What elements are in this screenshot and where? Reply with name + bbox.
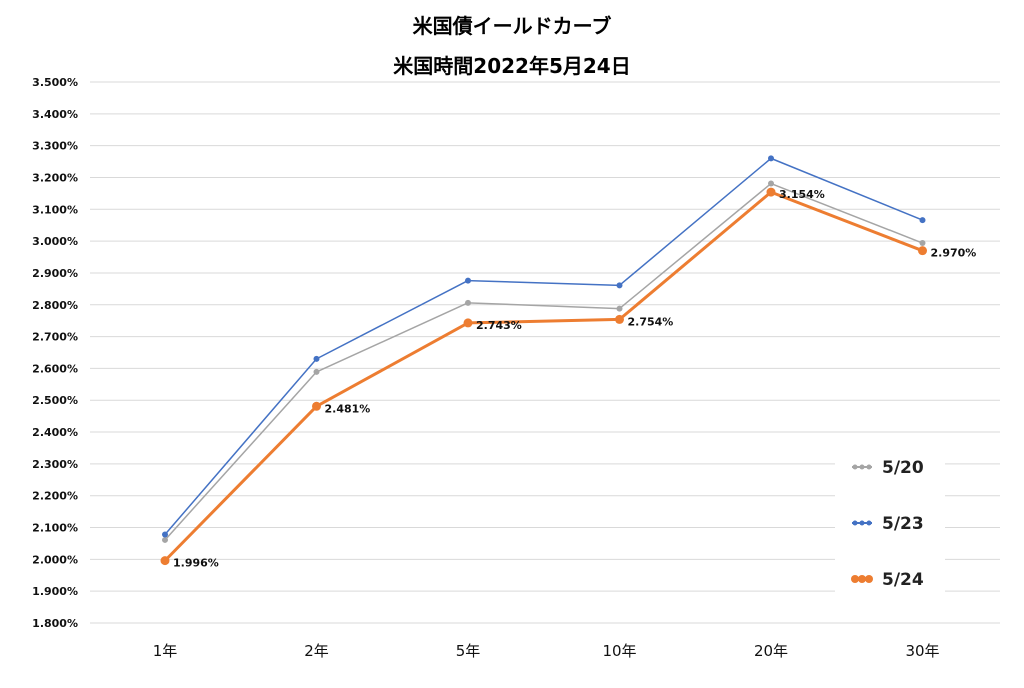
data-point [766, 187, 776, 197]
legend-marker [852, 520, 858, 526]
x-tick-label: 2年 [304, 642, 329, 660]
y-tick-label: 2.000% [32, 553, 78, 566]
data-point [465, 299, 471, 306]
data-point [919, 240, 926, 247]
legend-marker [866, 520, 872, 526]
x-axis: 1年 2年 5年 10年 20年 30年 [153, 642, 940, 660]
data-label: 2.970% [931, 247, 977, 260]
legend-label: 5/24 [882, 570, 924, 590]
y-tick-label: 2.800% [32, 299, 78, 312]
x-tick-label: 10年 [602, 642, 636, 660]
x-tick-label: 1年 [153, 642, 178, 660]
legend-marker [858, 575, 866, 583]
legend-label: 5/20 [882, 458, 924, 478]
legend-marker [851, 575, 859, 583]
series-lines [160, 155, 927, 566]
y-tick-label: 3.100% [32, 203, 78, 216]
y-tick-label: 3.500% [32, 76, 78, 89]
data-point [918, 246, 927, 256]
data-point [162, 536, 168, 543]
x-tick-label: 5年 [456, 642, 481, 660]
data-point [919, 217, 926, 224]
data-point [768, 155, 774, 162]
data-point [313, 355, 320, 362]
y-tick-label: 2.500% [32, 394, 78, 407]
data-point [768, 180, 774, 187]
data-label: 1.996% [173, 557, 219, 570]
data-point [160, 556, 170, 566]
y-tick-label: 1.800% [32, 617, 78, 630]
x-tick-label: 30年 [905, 642, 939, 660]
data-labels: 1.996% 2.481% 2.743% 2.754% 3.154% 2.970% [173, 188, 976, 570]
y-tick-label: 2.300% [32, 458, 78, 471]
series-line-2 [163, 190, 924, 562]
y-tick-label: 3.400% [32, 108, 78, 121]
y-tick-label: 3.000% [32, 235, 78, 248]
y-tick-label: 2.400% [32, 426, 78, 439]
data-label: 3.154% [779, 188, 825, 201]
y-tick-label: 2.200% [32, 490, 78, 503]
data-point [616, 305, 623, 312]
legend-label: 5/23 [882, 514, 924, 534]
data-label: 2.481% [325, 402, 371, 415]
y-tick-label: 2.100% [32, 522, 78, 535]
data-label: 2.754% [628, 315, 674, 328]
chart-title: 米国債イールドカーブ [412, 14, 612, 38]
data-point [312, 401, 321, 411]
series-line-1 [164, 157, 923, 536]
legend-marker [866, 464, 872, 470]
data-label: 2.743% [476, 319, 522, 332]
data-point [465, 277, 471, 284]
series-line-0 [164, 182, 923, 541]
data-point [615, 314, 624, 324]
data-point [463, 318, 473, 328]
chart-subtitle: 米国時間2022年5月24日 [393, 54, 631, 78]
y-tick-label: 3.200% [32, 171, 78, 184]
legend-marker [859, 520, 865, 526]
data-point [616, 282, 623, 289]
y-axis: 1.800% 1.900% 2.000% 2.100% 2.200% 2.300% 2.40… [32, 76, 78, 630]
y-tick-label: 2.600% [32, 362, 78, 375]
gridlines [90, 81, 1000, 624]
data-point [162, 531, 168, 538]
legend: 5/20 5/23 5/24 [835, 448, 945, 600]
legend-marker [859, 464, 865, 470]
y-tick-label: 1.900% [32, 585, 78, 598]
data-point [313, 368, 320, 375]
legend-marker [852, 464, 858, 470]
y-tick-label: 3.300% [32, 140, 78, 153]
legend-marker [865, 575, 873, 583]
y-tick-label: 2.900% [32, 267, 78, 280]
x-tick-label: 20年 [754, 642, 788, 660]
y-tick-label: 2.700% [32, 331, 78, 344]
